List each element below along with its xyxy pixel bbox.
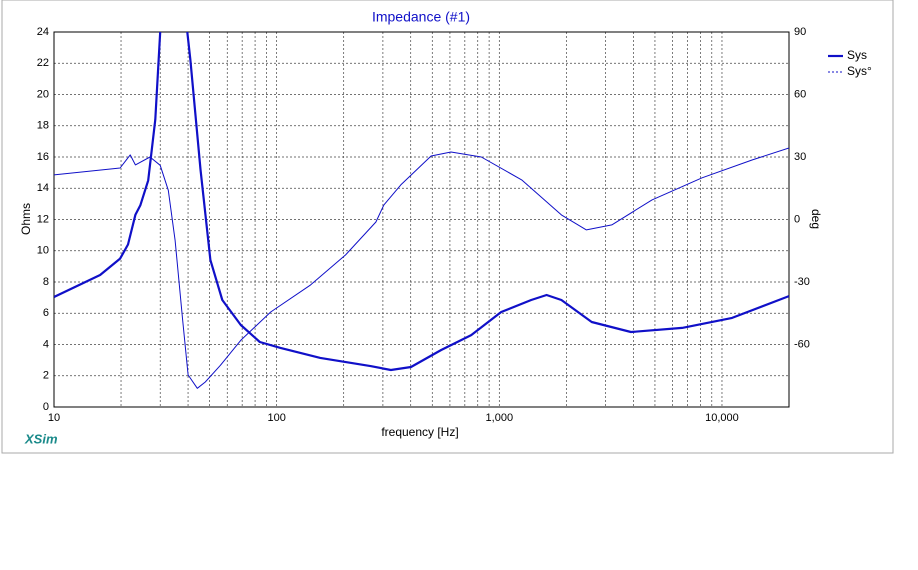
x-axis-label: frequency [Hz]	[381, 425, 458, 439]
y-tick-label: 20	[37, 88, 49, 100]
series-line	[54, 147, 789, 389]
x-tick-label: 10	[48, 412, 60, 424]
brand: XSim	[24, 431, 58, 446]
x-tick-label: 100	[267, 412, 285, 424]
y2-tick-label: 0	[794, 213, 800, 225]
y2-tick-label: -30	[794, 276, 810, 288]
y2-tick-label: 60	[794, 88, 806, 100]
y-tick-label: 24	[37, 26, 49, 38]
y-tick-label: 14	[37, 182, 49, 194]
x-tick-label: 1,000	[486, 412, 514, 424]
y2-axis-label: deg	[809, 209, 823, 229]
y-tick-label: 16	[37, 151, 49, 163]
y2-tick-label: 90	[794, 26, 806, 38]
y-tick-label: 18	[37, 120, 49, 132]
plot-area	[54, 32, 789, 389]
chart-title: Impedance (#1)	[372, 9, 470, 25]
y-tick-label: 0	[43, 401, 49, 413]
legend-label: Sys°	[847, 64, 872, 78]
y-tick-label: 12	[37, 213, 49, 225]
y-tick-label: 8	[43, 276, 49, 288]
frame	[1, 0, 894, 454]
y-tick-label: 2	[43, 370, 49, 382]
y-tick-label: 4	[43, 338, 49, 350]
x-tick-label: 10,000	[705, 412, 739, 424]
y2-tick-label: 30	[794, 151, 806, 163]
y-tick-label: 10	[37, 245, 49, 257]
y-axis-label: Ohms	[19, 203, 33, 235]
y-tick-label: 6	[43, 307, 49, 319]
plot-border	[53, 31, 790, 408]
series-line	[54, 32, 789, 372]
y-tick-label: 22	[37, 57, 49, 69]
y2-tick-label: -60	[794, 338, 810, 350]
legend-label: Sys	[847, 48, 867, 62]
